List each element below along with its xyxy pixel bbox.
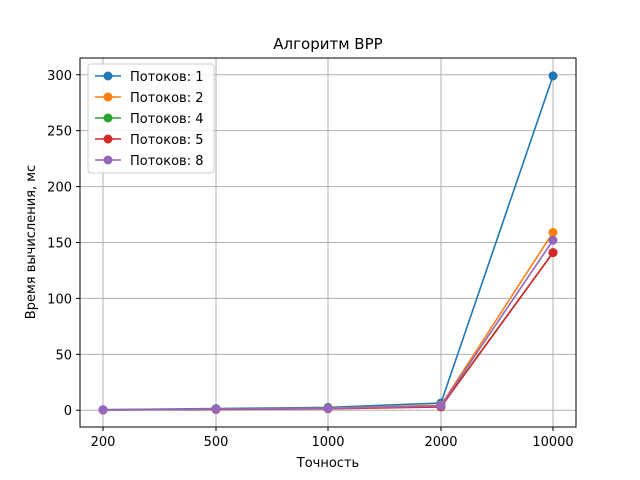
data-point xyxy=(548,227,558,237)
y-tick-label: 50 xyxy=(55,348,72,363)
legend-item: Потоков: 2 xyxy=(95,91,204,106)
legend-item: Потоков: 8 xyxy=(95,154,204,169)
y-tick-label: 100 xyxy=(47,292,72,307)
y-tick-label: 300 xyxy=(47,69,72,84)
legend-swatch-marker xyxy=(103,134,113,144)
legend-label: Потоков: 1 xyxy=(130,70,204,85)
legend-swatch-marker xyxy=(103,113,113,123)
legend-label: Потоков: 5 xyxy=(130,133,204,148)
x-tick-label: 2000 xyxy=(424,435,457,450)
legend-item: Потоков: 4 xyxy=(95,112,204,127)
x-tick-label: 500 xyxy=(204,435,229,450)
legend: Потоков: 1 Потоков: 2 Потоков: 4 Потоков: 5… xyxy=(87,63,215,174)
y-tick-label: 0 xyxy=(64,404,72,419)
legend-swatch-marker xyxy=(103,92,113,102)
data-point xyxy=(548,71,558,81)
legend-swatch-marker xyxy=(103,71,113,81)
x-axis-title: Точность xyxy=(296,456,359,471)
y-tick-label: 150 xyxy=(47,237,72,252)
data-point xyxy=(548,248,558,258)
data-point xyxy=(436,401,446,411)
legend-item: Потоков: 5 xyxy=(95,133,204,148)
legend-item: Потоков: 1 xyxy=(95,70,204,85)
series-group xyxy=(98,235,558,415)
legend-box xyxy=(87,63,215,174)
legend-label: Потоков: 2 xyxy=(130,91,204,106)
y-axis-title: Время вычисления, мс xyxy=(24,165,39,319)
x-tick-label: 10000 xyxy=(532,435,573,450)
grid-lines xyxy=(80,58,576,427)
data-point xyxy=(323,404,333,414)
y-tick-label: 200 xyxy=(47,181,72,196)
legend-swatch-marker xyxy=(103,155,113,165)
legend-label: Потоков: 8 xyxy=(130,154,204,169)
chart-title: Алгоритм BPP xyxy=(273,35,382,53)
legend-label: Потоков: 4 xyxy=(130,112,204,127)
data-point xyxy=(211,404,221,414)
y-tick-label: 250 xyxy=(47,125,72,140)
x-tick-label: 200 xyxy=(91,435,116,450)
data-point xyxy=(548,235,558,245)
x-tick-label: 1000 xyxy=(311,435,344,450)
data-point xyxy=(98,405,108,415)
series-lines xyxy=(98,71,558,415)
axis-ticks: 200 500 1000 2000 10000 0 50 100 150 200 250 300 xyxy=(47,69,574,450)
